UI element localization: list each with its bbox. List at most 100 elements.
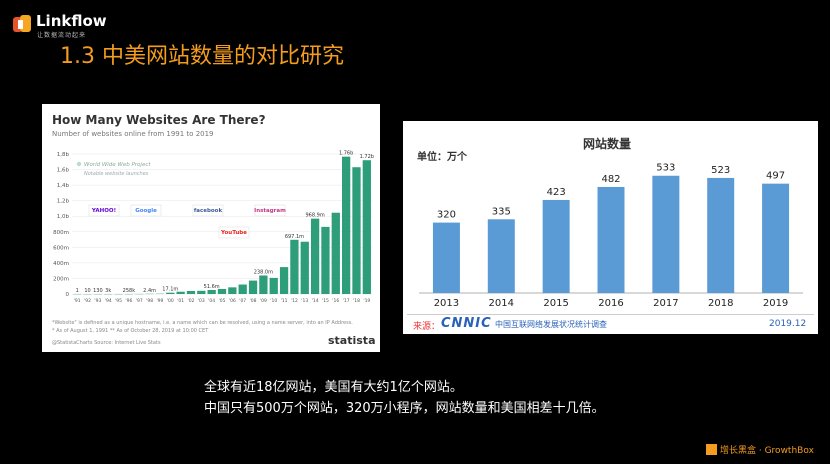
bar — [597, 186, 625, 293]
brand-badge — [88, 204, 120, 217]
websites-worldwide-chart: How Many Websites Are There? Number of w… — [42, 104, 380, 352]
x-tick-label: '01 — [177, 298, 184, 304]
data-label: 130 — [93, 288, 103, 294]
bar — [331, 212, 340, 294]
source-label: 来源： — [413, 322, 441, 332]
data-label: 238.0m — [254, 269, 273, 275]
y-tick-label: 1,0b — [57, 214, 70, 220]
x-tick-label: '97 — [136, 298, 143, 304]
brand-badge — [130, 204, 162, 217]
bar — [166, 292, 175, 294]
x-tick-label: 2017 — [653, 298, 678, 309]
data-label: 497 — [766, 171, 785, 182]
bar — [197, 290, 206, 294]
bar — [228, 287, 237, 294]
x-tick-label: 2016 — [598, 298, 623, 309]
y-tick-label: 1,6b — [57, 168, 70, 174]
bar — [217, 288, 227, 294]
logo-tagline: 让数据流动起来 — [37, 32, 87, 39]
data-label: 1 — [76, 288, 79, 294]
x-tick-label: '12 — [291, 298, 298, 304]
x-tick-label: '92 — [84, 298, 91, 304]
bar — [259, 275, 268, 294]
x-tick-label: '03 — [198, 298, 205, 304]
x-tick-label: '16 — [332, 298, 339, 304]
y-tick-label: 600m — [53, 245, 69, 251]
x-tick-label: '04 — [208, 298, 215, 304]
bar — [300, 241, 309, 294]
brand-label: Google — [135, 208, 157, 214]
y-tick-label: 1,4b — [57, 183, 70, 189]
bar — [248, 280, 258, 294]
x-tick-label: '14 — [312, 298, 319, 304]
china-websites-bar-chart: 320 2013 335 2014 423 2015 482 2016 533 2017 523 20… — [419, 163, 803, 309]
brand-badge — [254, 204, 286, 217]
data-label: 335 — [492, 206, 511, 217]
brand-label: facebook — [194, 208, 223, 214]
x-tick-label: 2014 — [489, 298, 514, 309]
data-label: 10 — [84, 288, 90, 294]
data-label: 533 — [656, 163, 675, 174]
data-label: 1.76b — [339, 151, 353, 157]
x-tick-label: '10 — [270, 298, 277, 304]
x-tick-label: '91 — [74, 298, 81, 304]
data-label: 320 — [437, 210, 456, 221]
x-tick-label: 2018 — [708, 298, 733, 309]
chart-subtitle: Number of websites online from 1991 to 2… — [52, 130, 214, 138]
data-label: 258k — [123, 288, 136, 294]
x-tick-label: 2015 — [543, 298, 568, 309]
data-label: 482 — [601, 174, 620, 185]
x-tick-label: '13 — [301, 298, 308, 304]
chart-footnote-dates: * As of August 1, 1991 ** As of October … — [52, 328, 209, 334]
logo-name: Linkflow — [36, 12, 107, 30]
x-tick-label: '06 — [229, 298, 236, 304]
legend-marker — [76, 161, 82, 167]
bar — [269, 277, 278, 294]
y-tick-label: 1,2b — [57, 199, 70, 205]
x-tick-label: '02 — [187, 298, 194, 304]
chart-title: How Many Websites Are There? — [52, 113, 266, 127]
chart-footnote: *Website" is defined as a unique hostnam… — [52, 320, 353, 326]
bar — [352, 167, 361, 294]
data-label: 968.9m — [306, 213, 325, 219]
websites-bar-chart: 0 200m 400m 600m 800m 1,0b 1,2b 1,4b 1,6b 1,8b '91… — [53, 151, 374, 304]
bar — [362, 160, 371, 294]
x-tick-label: '19 — [363, 298, 370, 304]
bar — [487, 219, 515, 293]
x-tick-label: '18 — [353, 298, 360, 304]
bar — [176, 291, 185, 294]
caption-line-1: 全球有近18亿网站，美国有大约1亿个网站。 — [204, 380, 463, 395]
source-date: 2019.12 — [769, 319, 807, 329]
x-tick-label: '96 — [125, 298, 132, 304]
brand-label: YouTube — [220, 230, 247, 236]
data-label: 3k — [105, 288, 111, 294]
data-label: 51.6m — [204, 284, 220, 290]
data-label: 523 — [711, 165, 730, 176]
brand-badge — [218, 226, 250, 239]
x-tick-label: '05 — [219, 298, 226, 304]
y-tick-label: 1,8b — [57, 152, 70, 158]
bar — [342, 156, 351, 294]
linkflow-logo-icon — [13, 15, 31, 32]
growthbox-brand: 增长黑盒 · GrowthBox — [720, 446, 814, 456]
chart-source: @StatistaCharts Source: Internet Live St… — [52, 340, 161, 346]
legend-label: World Wide Web Project — [84, 162, 151, 168]
bar — [707, 177, 735, 293]
bar — [279, 267, 289, 294]
bar — [238, 284, 247, 294]
cnnic-logo: CNNIC — [441, 316, 492, 331]
y-tick-label: 0 — [66, 292, 70, 298]
chart-source-bar: 来源： CNNIC 中国互联网络发展状况统计调查 2019.12 — [407, 314, 814, 333]
bar — [207, 289, 216, 294]
data-label: 17.1m — [162, 287, 178, 293]
x-tick-label: '17 — [343, 298, 350, 304]
x-tick-label: '07 — [239, 298, 246, 304]
data-label: 423 — [547, 187, 566, 198]
x-tick-label: '15 — [322, 298, 329, 304]
growthbox-logo-icon — [706, 444, 717, 455]
x-tick-label: '95 — [115, 298, 122, 304]
x-tick-label: '08 — [250, 298, 257, 304]
data-label: 697.1m — [285, 234, 304, 240]
x-tick-label: '99 — [156, 298, 163, 304]
data-label: 2.4m — [143, 288, 156, 294]
